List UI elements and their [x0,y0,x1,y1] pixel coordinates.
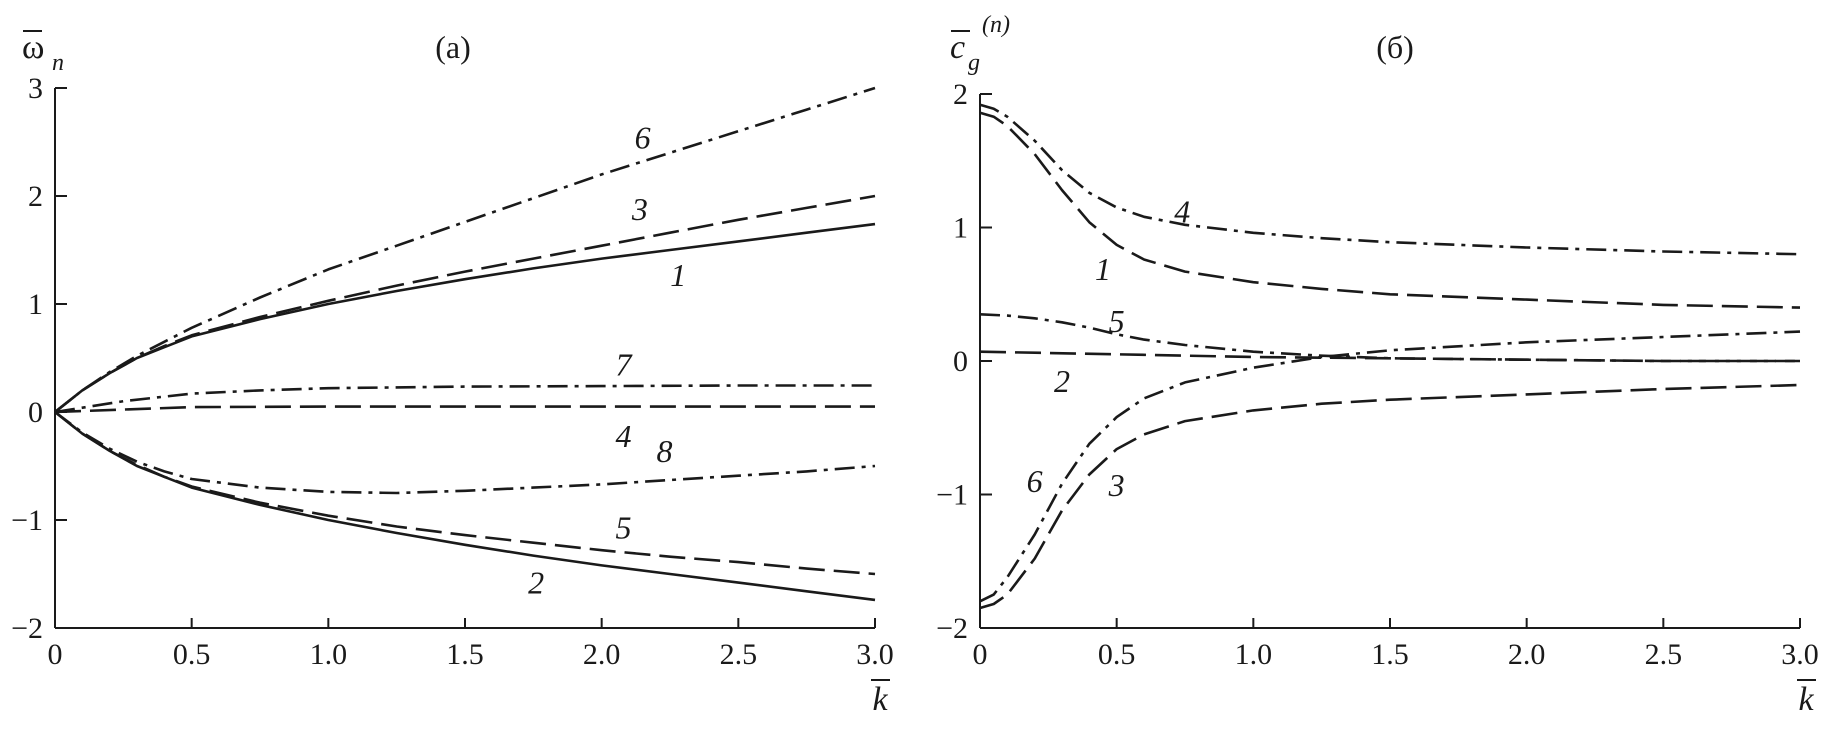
series-7-line [54,384,875,414]
y-tick-label: −1 [11,504,43,537]
series-5-label: 5 [1109,303,1125,339]
y-tick-label: −1 [936,479,968,512]
x-tick-label: 3.0 [856,638,894,671]
x-tick-label: 2.5 [720,638,758,671]
y-tick-label: 1 [953,212,968,245]
series-5-line [54,410,876,576]
panel-label: (б) [1376,29,1414,65]
series-3-line [54,194,876,414]
y-tick-label: 3 [28,72,43,105]
series-2-label: 2 [528,565,544,601]
series-2-line [979,350,1800,363]
y-axis-label: c [950,29,965,66]
y-tick-label: 0 [953,345,968,378]
x-tick-label: 0.5 [1098,638,1136,671]
y-tick-label: −2 [936,612,968,645]
x-tick-label: 2.0 [583,638,621,671]
y-tick-label: 2 [28,180,43,213]
x-tick-label: 1.5 [1371,638,1409,671]
panel-label: (a) [435,29,471,65]
y-tick-label: 0 [28,396,43,429]
series-2-line [54,410,876,602]
series-8-line [54,410,876,495]
series-2-label: 2 [1054,363,1070,399]
series-4-label: 4 [1174,193,1190,229]
x-tick-label: 0.5 [173,638,211,671]
series-1-label: 1 [1095,251,1111,287]
series-1-line [979,111,1801,309]
x-tick-label: 1.5 [446,638,484,671]
series-3-label: 3 [631,191,648,227]
x-tick-label: 0 [48,638,63,671]
series-4-label: 4 [616,418,632,454]
y-axis-label-subscript: g [968,50,980,76]
series-1-line [54,222,876,414]
series-4-line [979,103,1801,256]
series-6-label: 6 [1027,463,1043,499]
x-tick-label: 0 [973,638,988,671]
series-6-line [54,86,876,414]
series-3-label: 3 [1108,467,1125,503]
series-1-label: 1 [670,257,686,293]
series-6-line [979,330,1801,603]
panel-b-chart: 0 0.5 1.0 1.5 2.0 2.5 3.0 −2 −1 0 1 2 (б) c g(n) k 1 2 3 4 5… [936,12,1819,718]
series-5-label: 5 [616,510,632,546]
y-tick-label: 1 [28,288,43,321]
series-7-label: 7 [616,346,634,382]
x-tick-label: 1.0 [310,638,348,671]
series-4-line [54,405,875,414]
x-tick-label: 1.0 [1235,638,1273,671]
y-tick-label: 2 [953,78,968,111]
x-axis-label: k [1798,681,1814,718]
y-tick-label: −2 [11,612,43,645]
series-8-label: 8 [657,433,673,469]
x-axis-label: k [872,681,888,718]
y-axis-label-subscript: n [52,50,64,76]
y-axis-label: ω [22,29,44,66]
x-tick-label: 3.0 [1781,638,1819,671]
x-tick-label: 2.0 [1508,638,1546,671]
series-6-label: 6 [635,120,651,156]
y-axis-label-superscript: (n) [982,12,1010,38]
x-tick-label: 2.5 [1645,638,1683,671]
panel-a-chart: 0 0.5 1.0 1.5 2.0 2.5 3.0 −2 −1 0 1 2 3 (a) ω n k 1 2 3 4 5 6 7… [11,29,894,718]
series-3-line [979,383,1801,610]
